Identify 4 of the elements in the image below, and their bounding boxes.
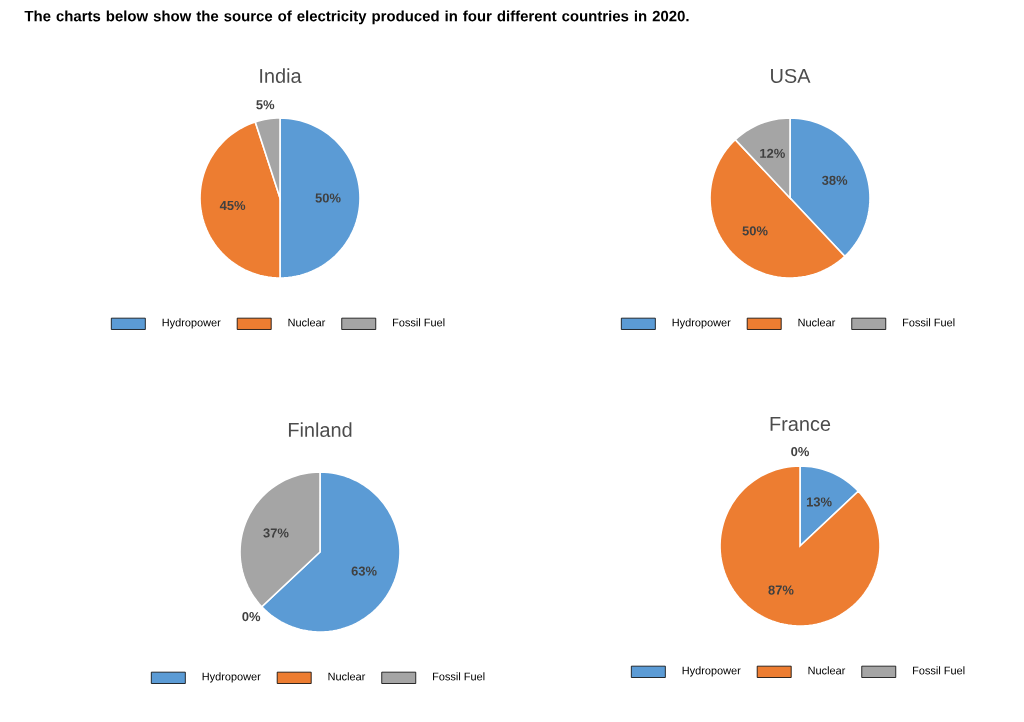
chart-title: Finland [288,422,352,437]
chart-title: USA [771,68,811,83]
chart-title: India [260,68,302,83]
chart-title: France [770,417,831,431]
